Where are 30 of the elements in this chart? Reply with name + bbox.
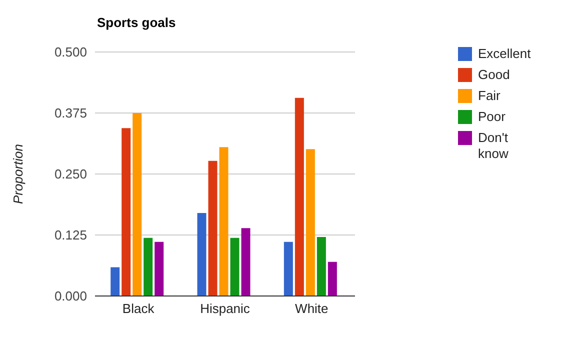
bar [122, 128, 131, 296]
y-tick-label: 0.000 [54, 288, 87, 304]
y-axis-title: Proportion [10, 144, 26, 204]
bar [316, 236, 326, 296]
bar [306, 149, 315, 296]
x-tick-label: Hispanic [200, 301, 250, 316]
y-tick-label: 0.125 [54, 228, 87, 243]
bar [208, 160, 218, 296]
legend-label: Fair [478, 88, 502, 104]
bar [230, 238, 240, 296]
bar [241, 228, 250, 296]
bar [294, 98, 304, 296]
legend-label: Excellent [478, 46, 532, 62]
bar [132, 113, 142, 296]
bar [328, 262, 337, 296]
bar [144, 238, 153, 296]
bar [110, 267, 120, 296]
chart-title: Sports goals [97, 15, 176, 30]
bar [197, 213, 206, 296]
bar [154, 242, 164, 296]
legend-label: Poor [478, 109, 506, 125]
y-tick-label: 0.375 [54, 106, 87, 121]
y-tick-label: 0.500 [54, 44, 87, 60]
legend-label: Don't know [478, 130, 510, 162]
legend-label: Good [478, 67, 511, 83]
bar [284, 242, 293, 296]
x-tick-label: Black [122, 301, 155, 316]
x-tick-label: White [295, 301, 328, 316]
bar [219, 147, 228, 296]
y-tick-label: 0.250 [54, 166, 87, 182]
